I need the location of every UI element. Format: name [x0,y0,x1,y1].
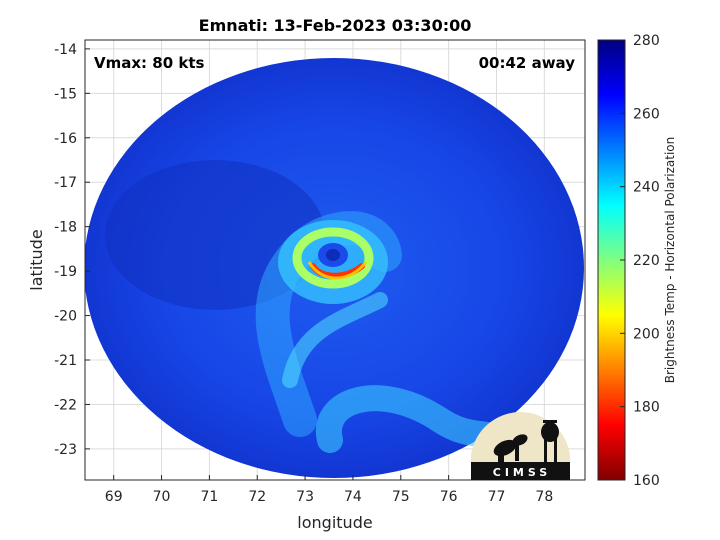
vmax-annotation: Vmax: 80 kts [94,54,204,72]
y-tick-label: -17 [54,175,77,191]
colorbar-tick-label: 260 [633,106,660,122]
colorbar-label: Brightness Temp - Horizontal Polarizatio… [663,137,677,384]
y-tick-label: -22 [54,397,77,413]
y-tick-label: -20 [54,309,77,325]
colorbar-tick-label: 200 [633,326,660,342]
x-tick-label: 76 [440,489,458,505]
y-tick-label: -18 [54,220,77,236]
y-tick-label: -23 [54,442,77,458]
x-axis-label: longitude [297,513,372,532]
x-tick-label: 78 [535,489,553,505]
chart-title: Emnati: 13-Feb-2023 03:30:00 [199,16,472,35]
eye-center [326,249,340,261]
eyewall-warm [307,261,368,280]
colorbar-tick-label: 180 [633,400,660,416]
y-axis: -14 -15 -16 -17 -18 -19 -20 -21 -22 -23 [54,42,90,458]
cimss-logo: CIMSS [471,412,570,480]
x-tick-label: 75 [392,489,410,505]
y-tick-label: -14 [54,42,77,58]
plot-frame [84,39,586,481]
rainband-inner [282,292,388,388]
time-away-annotation: 00:42 away [479,54,576,72]
colorbar-tick-label: 220 [633,253,660,269]
cimss-logo-text: CIMSS [493,466,551,479]
x-tick-label: 71 [200,489,218,505]
x-tick-label: 74 [344,489,362,505]
colorbar-ticks: 160 180 200 220 240 260 280 [620,33,660,489]
y-tick-label: -15 [54,86,77,102]
colorbar-tick-label: 240 [633,180,660,196]
x-tick-label: 73 [296,489,314,505]
colorbar-tick-label: 160 [633,473,660,489]
x-tick-label: 77 [488,489,506,505]
heatmap [85,58,584,478]
y-axis-label: latitude [27,229,46,290]
x-tick-label: 72 [248,489,266,505]
y-tick-label: -21 [54,353,77,369]
y-tick-label: -19 [54,264,77,280]
colorbar-tick-label: 280 [633,33,660,49]
eyewall-ring [292,227,374,289]
x-tick-label: 69 [105,489,123,505]
x-axis: 69 70 71 72 73 74 75 76 77 78 [105,475,553,505]
y-tick-label: -16 [54,131,77,147]
x-tick-label: 70 [153,489,171,505]
